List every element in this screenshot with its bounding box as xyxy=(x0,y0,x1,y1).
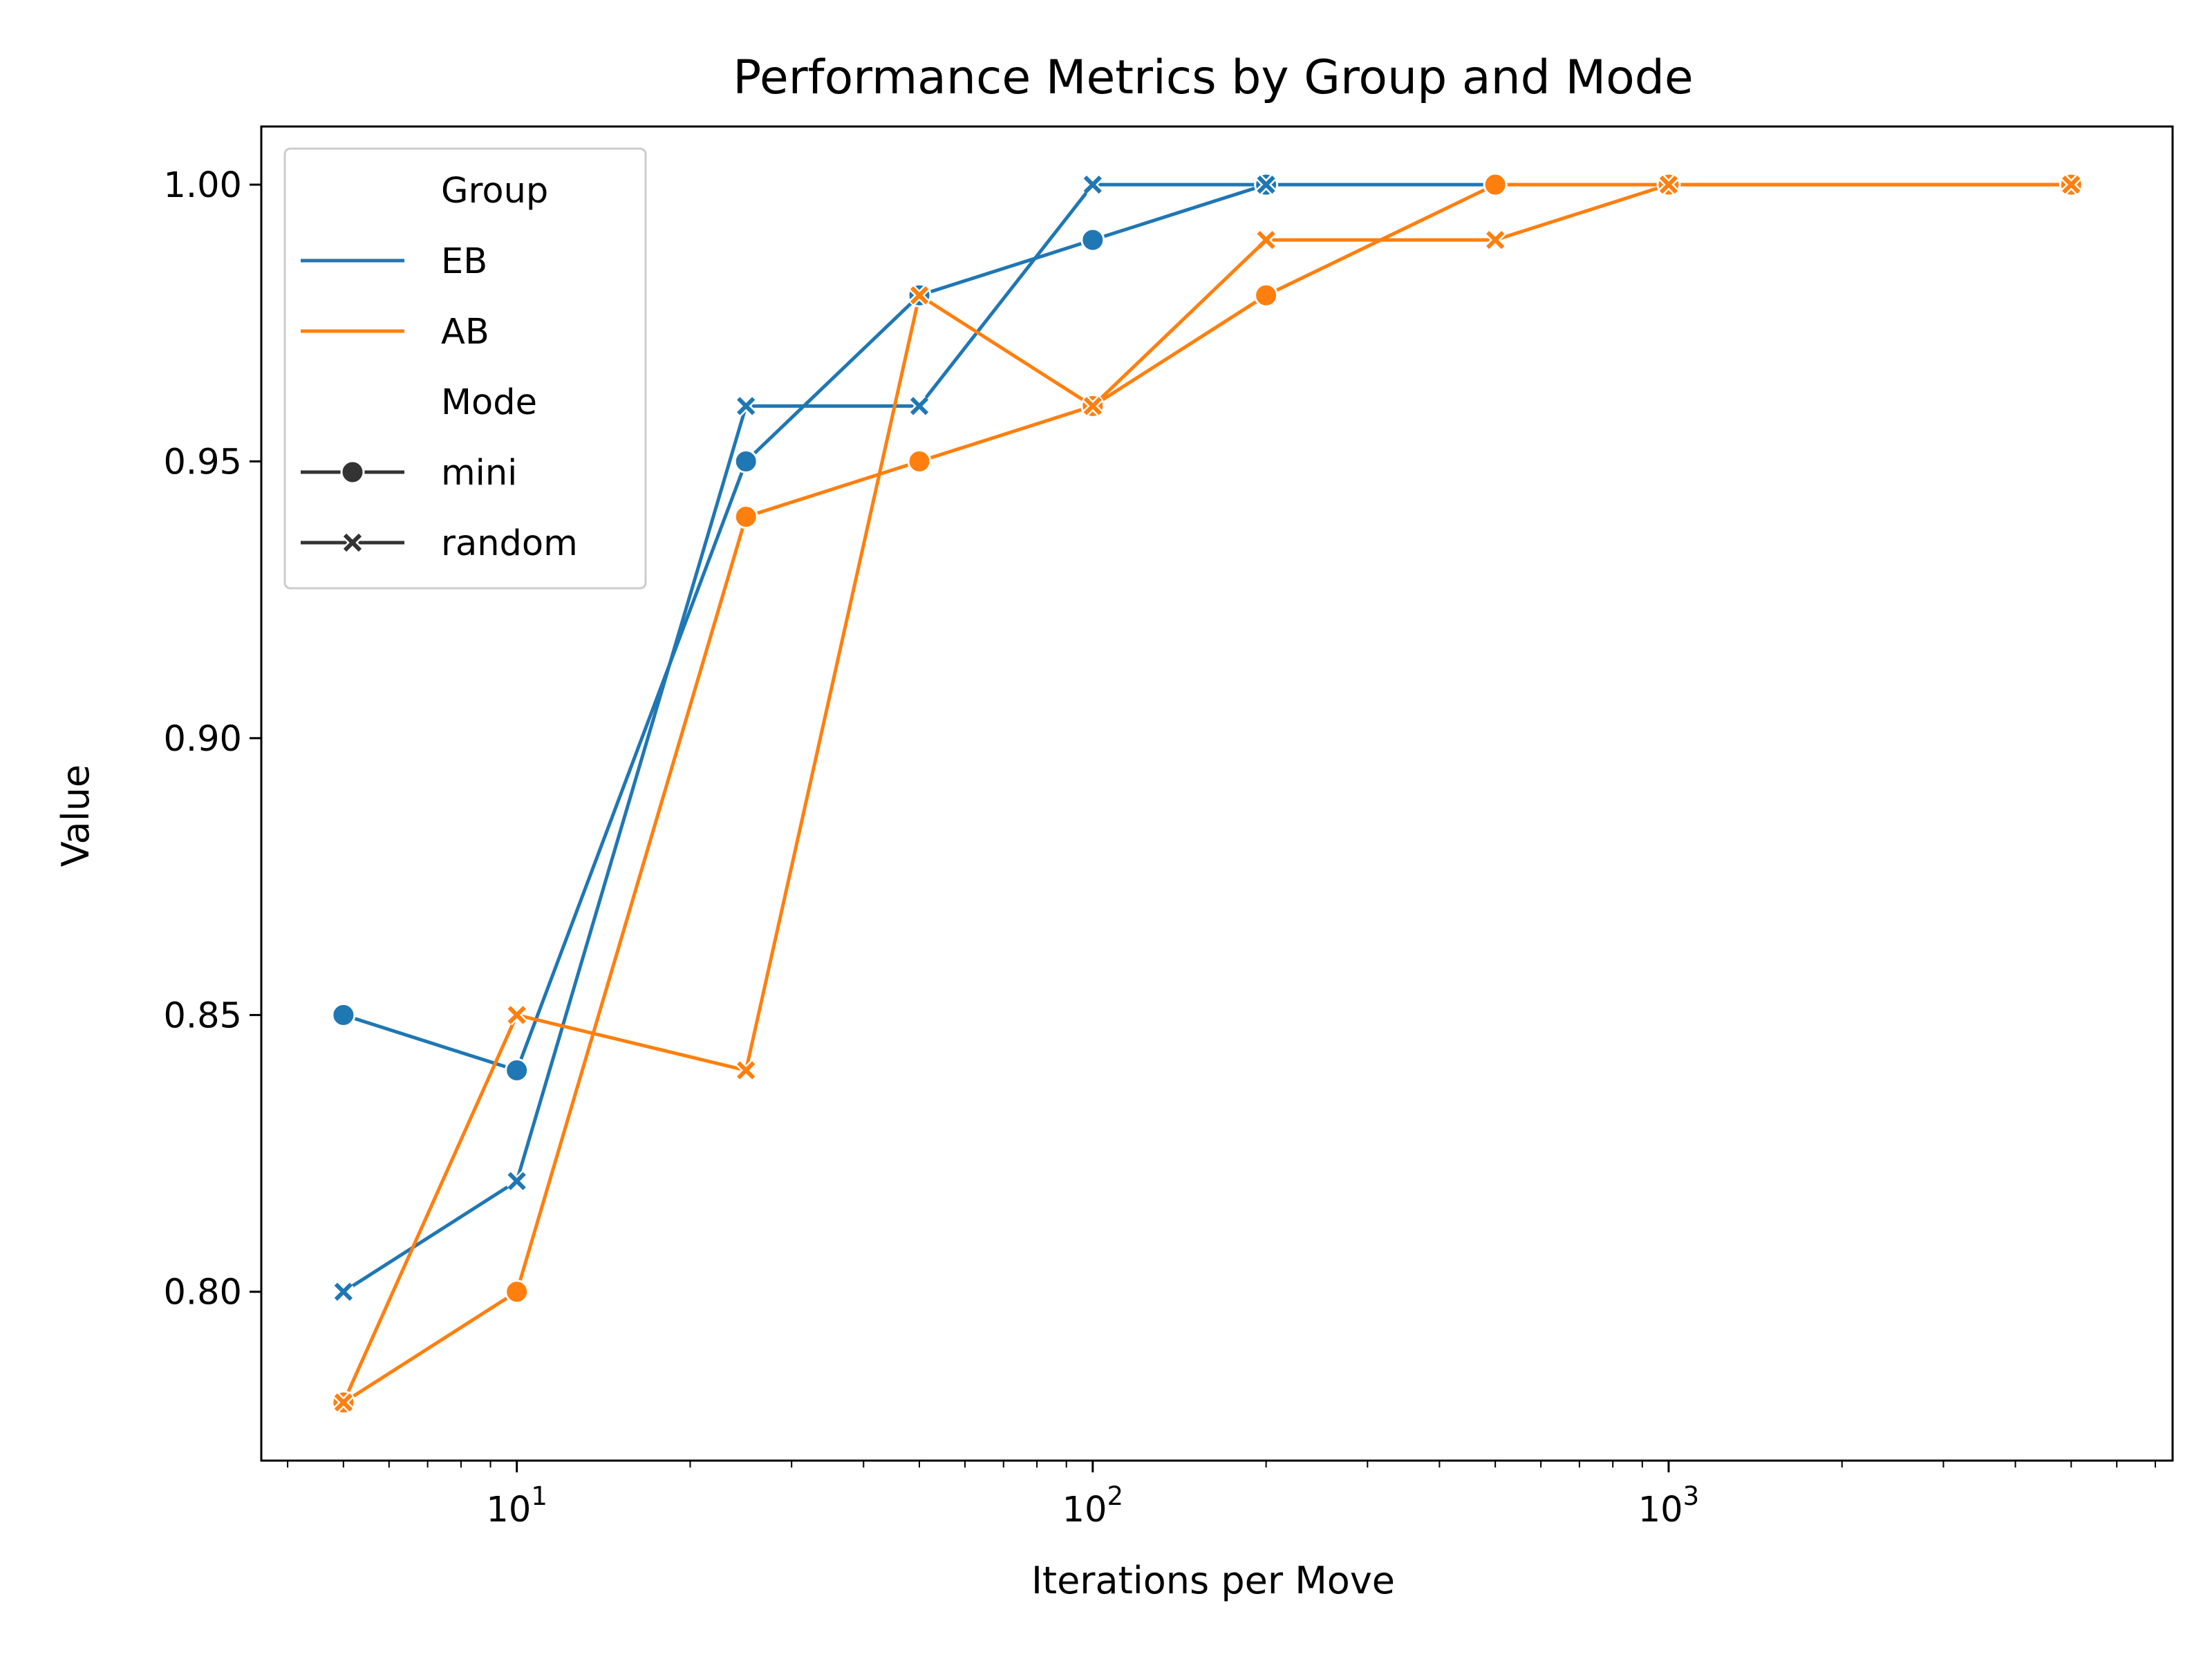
data-point-x xyxy=(1485,229,1506,251)
data-point-x xyxy=(332,1392,354,1413)
data-point-x xyxy=(1255,229,1277,251)
legend: Group EB AB Mode mini random xyxy=(283,147,647,590)
data-point-circle xyxy=(331,1002,356,1027)
y-tick-label: 1.00 xyxy=(163,165,242,206)
x-tick-label: 103 xyxy=(1638,1481,1699,1530)
legend-label-EB: EB xyxy=(441,241,487,282)
y-tick-label: 0.95 xyxy=(163,442,242,483)
data-point-x xyxy=(909,285,930,306)
data-point-x xyxy=(506,1004,527,1026)
legend-label-mini: mini xyxy=(441,453,517,494)
y-tick-label: 0.85 xyxy=(163,995,242,1036)
data-point-x xyxy=(1658,174,1679,195)
x-tick-label: 102 xyxy=(1062,1481,1123,1530)
data-point-circle xyxy=(340,460,365,485)
legend-box xyxy=(283,147,647,590)
legend-label-random: random xyxy=(441,523,578,564)
data-point-x xyxy=(909,395,930,417)
y-axis-label: Value xyxy=(54,765,97,867)
series-line xyxy=(342,182,1266,1293)
legend-group-title: Group xyxy=(441,171,548,212)
data-point-circle xyxy=(733,449,758,474)
data-point-circle xyxy=(733,505,758,529)
markers-EB-random xyxy=(332,174,1277,1302)
data-point-x xyxy=(735,395,757,417)
data-point-circle xyxy=(1254,283,1279,308)
data-point-x xyxy=(2061,174,2082,195)
y-tick-label: 0.80 xyxy=(163,1273,242,1313)
plot-frame xyxy=(260,125,2174,1462)
series-layer xyxy=(331,172,2083,1415)
data-point-x xyxy=(332,1281,354,1302)
markers-AB-random xyxy=(332,174,2082,1413)
legend-mode-title: Mode xyxy=(441,382,537,423)
data-point-circle xyxy=(1080,227,1105,252)
data-point-x xyxy=(342,532,363,553)
data-point-x xyxy=(735,1060,757,1081)
data-point-circle xyxy=(505,1058,529,1082)
chart-title: Performance Metrics by Group and Mode xyxy=(733,50,1693,105)
data-point-circle xyxy=(907,449,932,474)
y-tick-label: 0.90 xyxy=(163,719,242,760)
data-point-x xyxy=(1255,174,1277,195)
legend-label-AB: AB xyxy=(441,312,489,353)
data-point-x xyxy=(1082,395,1103,417)
data-point-circle xyxy=(505,1280,529,1304)
data-point-circle xyxy=(1483,172,1508,197)
x-axis-label: Iterations per Move xyxy=(1031,1559,1395,1602)
axis-ticks: 0.80 0.85 0.90 0.95 1.00 101 102 103 xyxy=(163,165,2157,1530)
data-point-x xyxy=(1082,174,1103,195)
series-EB-random xyxy=(342,182,1266,1293)
x-tick-label: 101 xyxy=(486,1481,547,1530)
data-point-x xyxy=(506,1170,527,1192)
